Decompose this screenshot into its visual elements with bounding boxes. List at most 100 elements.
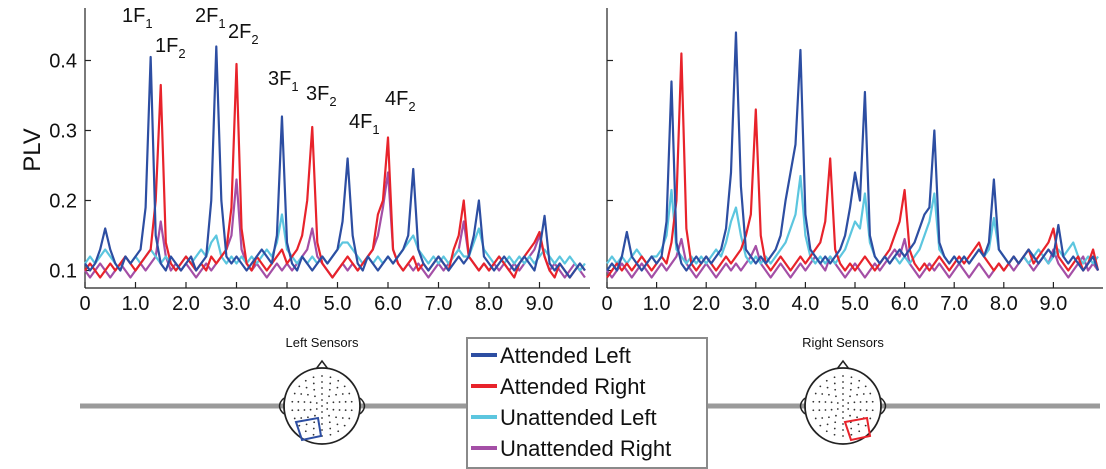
sensor-dot bbox=[812, 400, 815, 403]
sensor-dot bbox=[329, 382, 332, 385]
sensor-dot bbox=[312, 433, 315, 436]
sensor-dot bbox=[329, 376, 332, 379]
head-ear bbox=[359, 397, 366, 415]
sensor-dot bbox=[328, 414, 330, 417]
sensor-dot bbox=[313, 388, 316, 391]
sensor-dot bbox=[859, 409, 862, 411]
x-tick-label: 2.0 bbox=[692, 293, 720, 315]
sensor-dot bbox=[313, 421, 316, 424]
sensor-dot bbox=[850, 382, 853, 385]
x-tick-label: 4.0 bbox=[791, 293, 819, 315]
sensor-dot bbox=[824, 409, 827, 411]
x-tick-label: 7.0 bbox=[940, 293, 968, 315]
sensor-dot bbox=[328, 388, 331, 391]
head-ear bbox=[880, 397, 887, 415]
sensor-dot bbox=[859, 401, 862, 403]
sensor-dot bbox=[298, 385, 301, 388]
sensor-dot bbox=[834, 388, 837, 391]
x-tick-label: 3.0 bbox=[223, 293, 251, 315]
sensor-dot bbox=[293, 392, 296, 395]
annotation-subscript: 2 bbox=[178, 46, 185, 61]
annotation-text: 4F bbox=[349, 111, 372, 133]
sensor-dot bbox=[862, 393, 865, 395]
sensor-dot bbox=[869, 392, 872, 395]
sensor-dot bbox=[847, 402, 850, 404]
x-tick-label: 1.0 bbox=[643, 293, 671, 315]
sensor-dot bbox=[842, 387, 844, 389]
sensor-dot bbox=[344, 400, 347, 403]
sensor-dot bbox=[830, 401, 833, 404]
sensor-label: Right Sensors bbox=[802, 335, 884, 350]
sensor-dot bbox=[825, 430, 828, 433]
sensor-dot bbox=[305, 423, 308, 426]
sensor-dot bbox=[321, 393, 323, 395]
sensor-dot bbox=[824, 401, 827, 403]
sensor-dot bbox=[833, 427, 836, 430]
sensor-dot bbox=[842, 381, 844, 383]
sensor-dot bbox=[337, 430, 340, 433]
annotation-text: 4F bbox=[385, 88, 408, 110]
sensor-dot bbox=[850, 433, 853, 436]
sensor-dot bbox=[821, 417, 824, 419]
sensor-dot bbox=[293, 417, 296, 420]
sensor-dot bbox=[344, 409, 347, 412]
sensor-dot bbox=[321, 411, 323, 413]
sensor-dot bbox=[321, 405, 323, 407]
legend-box bbox=[466, 337, 708, 469]
x-tick-label: 9.0 bbox=[1039, 293, 1067, 315]
sensor-dot bbox=[335, 416, 337, 419]
sensor-dot bbox=[332, 401, 335, 404]
sensor-dot bbox=[865, 409, 868, 412]
sensor-dot bbox=[842, 375, 844, 377]
x-tick-label: 3.0 bbox=[742, 293, 770, 315]
sensor-dot bbox=[309, 408, 312, 411]
sensor-dot bbox=[300, 393, 303, 395]
annotation-text: 2F bbox=[195, 5, 218, 27]
sensor-dot bbox=[329, 433, 332, 436]
sensor-dot bbox=[858, 430, 861, 433]
sensor-dot bbox=[853, 408, 856, 411]
sensor-dot bbox=[338, 409, 341, 411]
annotation-subscript: 2 bbox=[251, 32, 258, 47]
head-nose bbox=[315, 359, 329, 370]
sensor-dot bbox=[291, 400, 294, 403]
x-tick-label: 4.0 bbox=[273, 293, 301, 315]
sensor-dot bbox=[350, 400, 353, 403]
annotation-text: 2F bbox=[228, 21, 251, 43]
sensor-dot bbox=[842, 399, 844, 401]
sensor-dot bbox=[869, 417, 872, 420]
sensor-dot bbox=[328, 421, 331, 424]
sensor-dot bbox=[818, 400, 821, 403]
y-tick-label: 0.1 bbox=[49, 261, 77, 283]
x-tick-label: 0 bbox=[79, 293, 90, 315]
sensor-dot bbox=[300, 417, 303, 419]
sensor-dot bbox=[321, 375, 323, 377]
annotation-subscript: 1 bbox=[145, 16, 152, 31]
sensor-dot bbox=[326, 408, 329, 410]
x-tick-label: 7.0 bbox=[425, 293, 453, 315]
sensor-dot bbox=[329, 427, 332, 430]
sensor-dot bbox=[819, 424, 822, 427]
legend-label: Attended Right bbox=[500, 374, 646, 399]
head-ear bbox=[278, 397, 285, 415]
annotation-subscript: 1 bbox=[218, 16, 225, 31]
sensor-dot bbox=[312, 382, 315, 385]
sensor-dot bbox=[814, 392, 817, 395]
sensor-dot bbox=[828, 393, 830, 396]
sensor-dot bbox=[348, 417, 351, 420]
sensor-dot bbox=[830, 408, 833, 411]
sensor-dot bbox=[328, 395, 330, 398]
sensor-dot bbox=[337, 379, 340, 382]
sensor-dot bbox=[314, 414, 316, 417]
sensor-dot bbox=[858, 379, 861, 382]
sensor-dot bbox=[321, 387, 323, 389]
sensor-dot bbox=[321, 429, 323, 431]
annotation-text: 1F bbox=[122, 5, 145, 27]
sensor-dot bbox=[348, 392, 351, 395]
sensor-dot bbox=[849, 414, 851, 417]
sensor-dot bbox=[857, 423, 860, 426]
legend-label: Unattended Left bbox=[500, 405, 657, 430]
sensor-dot bbox=[341, 417, 344, 419]
sensor-dot bbox=[338, 401, 341, 403]
sensor-dot bbox=[825, 379, 828, 382]
